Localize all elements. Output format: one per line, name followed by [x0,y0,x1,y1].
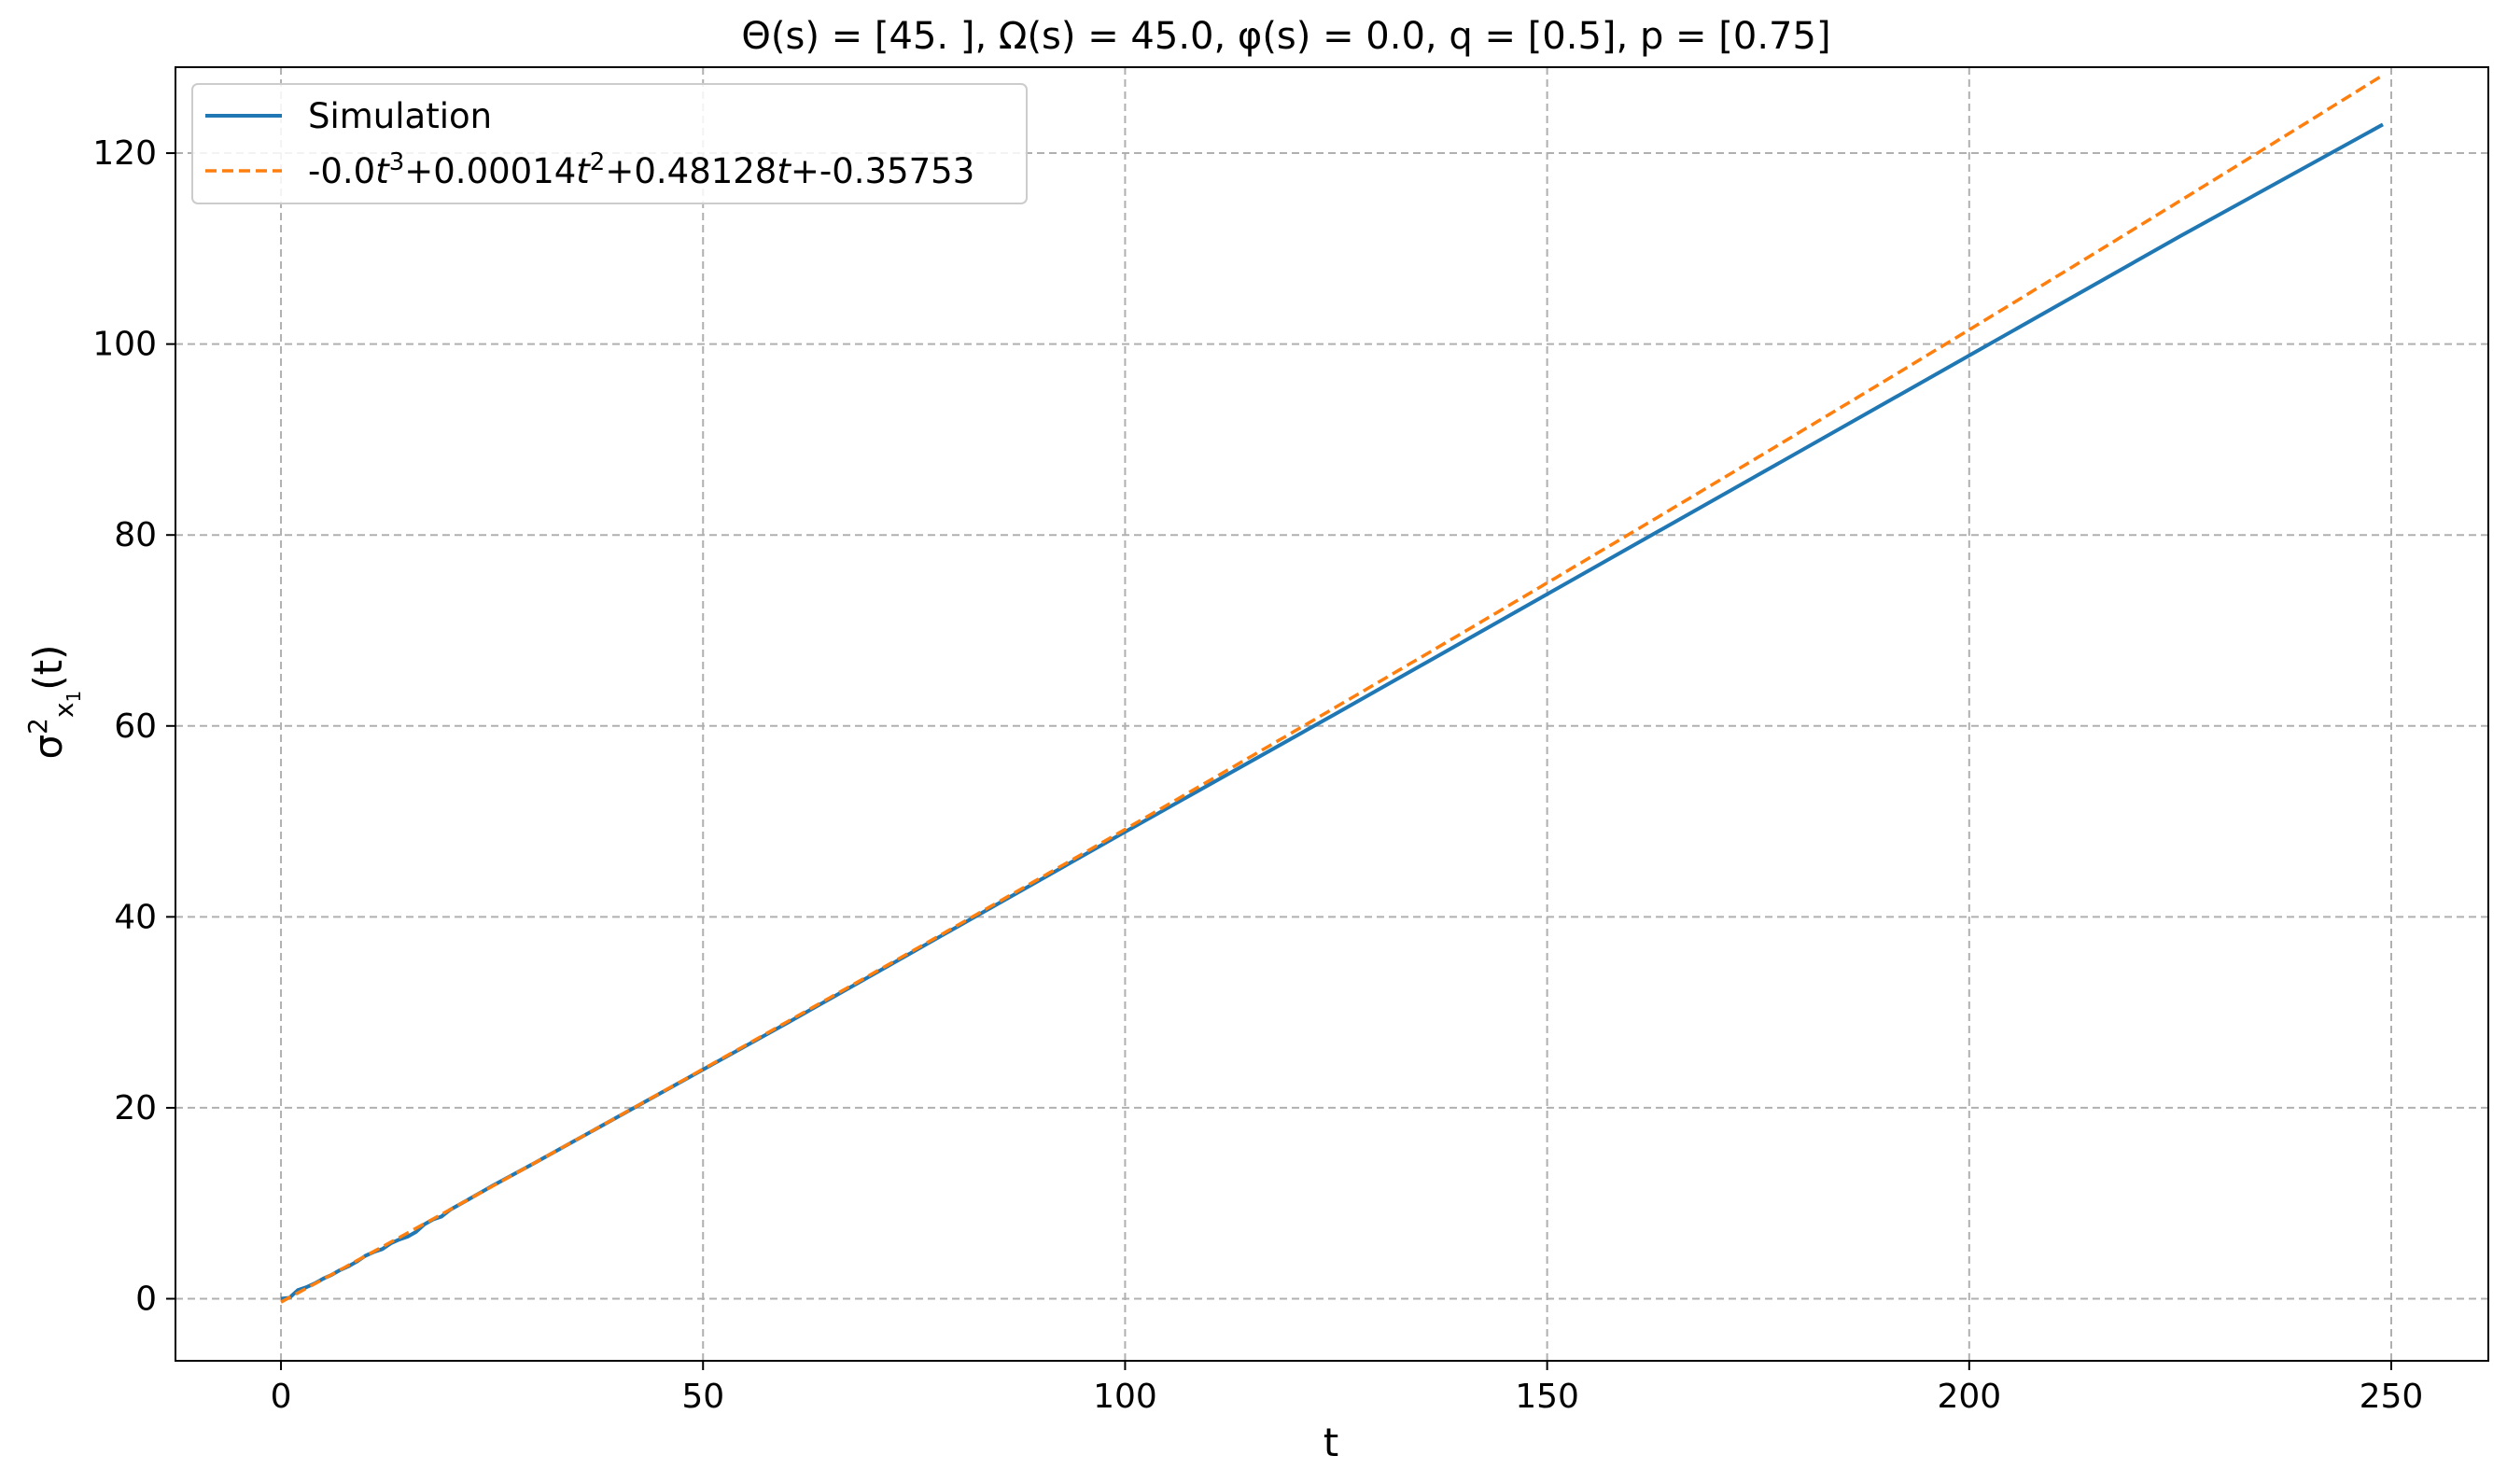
x-tick-label: 50 [681,1378,724,1416]
y-tick-label: 120 [92,134,157,173]
x-tick-label: 250 [2360,1378,2424,1416]
y-tick-label: 0 [135,1281,157,1319]
legend-label-fit: -0.0t3+0.00014t2+0.48128t+-0.35753 [308,148,974,191]
x-tick-label: 100 [1093,1378,1157,1416]
legend: Simulation -0.0t3+0.00014t2+0.48128t+-0.… [191,83,1028,204]
gridlines [175,67,2488,1361]
y-tick-label: 80 [114,516,157,554]
x-tick-label: 200 [1937,1378,2001,1416]
x-tick-label: 0 [271,1378,292,1416]
series-line-fit [280,74,2384,1304]
x-axis-label: t [1324,1420,1338,1465]
y-tick-label: 40 [114,898,157,936]
y-tick-label: 20 [114,1089,157,1127]
x-tick-label: 150 [1515,1378,1579,1416]
plot-series [280,74,2384,1304]
legend-label-simulation: Simulation [308,96,492,136]
axis-ticks: 0 50 100 150 200 250 0 20 40 60 80 100 120 [92,134,2423,1416]
legend-box [191,83,1028,204]
plot-area-frame [175,66,2489,1362]
chart-title: Θ(s) = [45. ], Ω(s) = 45.0, φ(s) = 0.0, … [741,15,1830,58]
y-tick-label: 60 [114,707,157,746]
y-tick-label: 100 [92,326,157,364]
